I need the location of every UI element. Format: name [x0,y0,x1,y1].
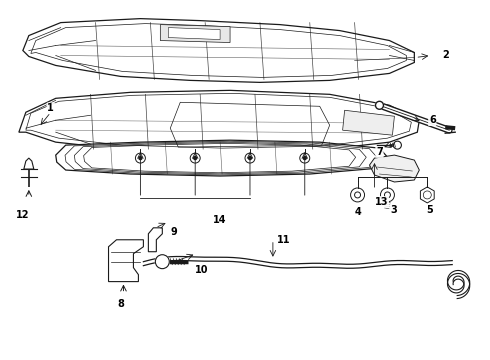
Circle shape [248,157,251,159]
Text: 7: 7 [376,147,383,157]
Polygon shape [24,158,34,169]
Text: 3: 3 [390,205,397,215]
Circle shape [393,141,401,149]
Text: 13: 13 [375,197,388,207]
Polygon shape [160,24,230,42]
Polygon shape [369,155,419,182]
Circle shape [139,157,142,159]
Polygon shape [168,28,220,40]
Polygon shape [343,110,394,135]
Circle shape [303,157,306,159]
Circle shape [350,188,365,202]
Circle shape [300,153,310,163]
Polygon shape [108,240,144,282]
Polygon shape [148,228,162,252]
Circle shape [245,153,255,163]
Circle shape [135,153,146,163]
Text: 8: 8 [117,298,124,309]
Text: 6: 6 [429,115,436,125]
Polygon shape [420,187,434,203]
Text: 12: 12 [16,210,29,220]
Polygon shape [23,19,415,82]
Circle shape [380,188,394,202]
Text: 9: 9 [171,227,178,237]
Circle shape [155,255,169,269]
Circle shape [190,153,200,163]
Text: 2: 2 [442,50,449,60]
Text: 1: 1 [48,103,54,113]
Polygon shape [56,140,388,176]
Polygon shape [19,90,419,152]
Text: 14: 14 [213,215,227,225]
Text: 11: 11 [277,235,291,245]
Circle shape [194,157,196,159]
Circle shape [355,192,361,198]
Circle shape [375,101,384,109]
Text: 4: 4 [354,207,361,217]
Circle shape [385,192,391,198]
Text: 10: 10 [196,265,209,275]
Text: 5: 5 [426,205,433,215]
